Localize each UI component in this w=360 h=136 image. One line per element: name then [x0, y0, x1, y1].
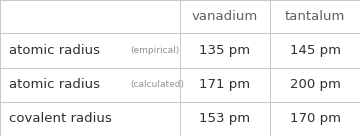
Text: 145 pm: 145 pm	[289, 44, 341, 57]
Text: tantalum: tantalum	[285, 10, 345, 23]
Text: atomic radius: atomic radius	[9, 44, 100, 57]
Text: atomic radius: atomic radius	[9, 78, 100, 91]
Text: (empirical): (empirical)	[131, 46, 180, 55]
Text: 135 pm: 135 pm	[199, 44, 251, 57]
Text: 170 pm: 170 pm	[289, 112, 341, 125]
Text: 153 pm: 153 pm	[199, 112, 251, 125]
Text: 171 pm: 171 pm	[199, 78, 251, 91]
Text: vanadium: vanadium	[192, 10, 258, 23]
Text: (calculated): (calculated)	[131, 80, 185, 89]
Text: 200 pm: 200 pm	[289, 78, 341, 91]
Text: covalent radius: covalent radius	[9, 112, 112, 125]
